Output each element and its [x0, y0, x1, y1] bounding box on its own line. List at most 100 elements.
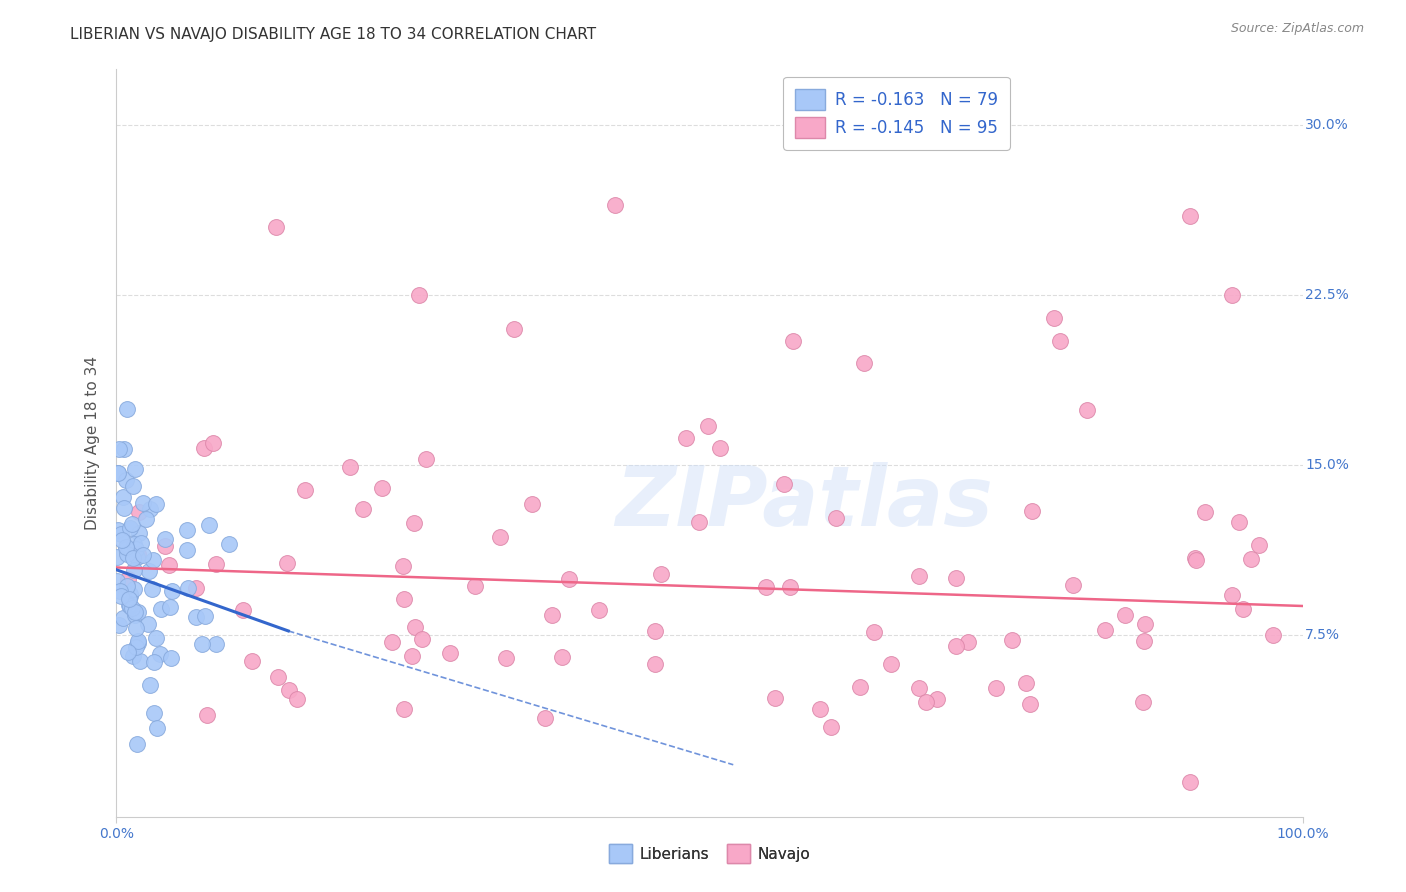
- Point: [541, 608, 564, 623]
- Point: [135, 512, 157, 526]
- Point: [128, 526, 150, 541]
- Point: [1001, 632, 1024, 647]
- Point: [122, 536, 145, 550]
- Point: [956, 635, 979, 649]
- Text: 15.0%: 15.0%: [1305, 458, 1348, 473]
- Point: [404, 620, 426, 634]
- Point: [204, 637, 226, 651]
- Point: [232, 603, 254, 617]
- Point: [925, 691, 948, 706]
- Point: [117, 547, 139, 561]
- Point: [550, 650, 572, 665]
- Point: [240, 654, 263, 668]
- Point: [176, 581, 198, 595]
- Point: [125, 621, 148, 635]
- Point: [945, 639, 967, 653]
- Point: [139, 678, 162, 692]
- Point: [1114, 608, 1136, 623]
- Point: [1220, 288, 1243, 302]
- Point: [127, 547, 149, 561]
- Point: [1049, 334, 1071, 348]
- Point: [880, 657, 903, 671]
- Point: [401, 649, 423, 664]
- Point: [197, 518, 219, 533]
- Point: [125, 549, 148, 564]
- Point: [107, 466, 129, 480]
- Point: [849, 681, 872, 695]
- Point: [194, 608, 217, 623]
- Point: [276, 557, 298, 571]
- Point: [945, 571, 967, 585]
- Point: [339, 459, 361, 474]
- Point: [125, 541, 148, 556]
- Point: [193, 441, 215, 455]
- Point: [986, 681, 1008, 695]
- Point: [141, 582, 163, 596]
- Point: [128, 655, 150, 669]
- Point: [118, 598, 141, 612]
- Point: [1015, 675, 1038, 690]
- Point: [294, 483, 316, 497]
- Point: [1135, 617, 1157, 632]
- Point: [112, 610, 135, 624]
- Point: [160, 583, 183, 598]
- Point: [115, 473, 138, 487]
- Text: 22.5%: 22.5%: [1305, 288, 1348, 302]
- Point: [1021, 504, 1043, 518]
- Point: [125, 737, 148, 751]
- Point: [1220, 588, 1243, 602]
- Point: [131, 536, 153, 550]
- Text: LIBERIAN VS NAVAJO DISABILITY AGE 18 TO 34 CORRELATION CHART: LIBERIAN VS NAVAJO DISABILITY AGE 18 TO …: [70, 27, 596, 42]
- Text: ZIPatlas: ZIPatlas: [616, 462, 994, 543]
- Point: [1094, 623, 1116, 637]
- Point: [370, 481, 392, 495]
- Point: [112, 442, 135, 457]
- Point: [108, 442, 131, 456]
- Point: [107, 523, 129, 537]
- Point: [277, 683, 299, 698]
- Point: [127, 633, 149, 648]
- Point: [117, 572, 139, 586]
- Point: [112, 491, 135, 505]
- Point: [205, 558, 228, 572]
- Point: [107, 574, 129, 589]
- Point: [145, 631, 167, 645]
- Point: [1247, 538, 1270, 552]
- Point: [675, 431, 697, 445]
- Point: [588, 603, 610, 617]
- Point: [110, 583, 132, 598]
- Point: [773, 476, 796, 491]
- Point: [394, 591, 416, 606]
- Point: [709, 442, 731, 456]
- Y-axis label: Disability Age 18 to 34: Disability Age 18 to 34: [86, 356, 100, 530]
- Point: [160, 650, 183, 665]
- Point: [139, 501, 162, 516]
- Point: [128, 505, 150, 519]
- Point: [688, 516, 710, 530]
- Point: [127, 605, 149, 619]
- Point: [132, 548, 155, 562]
- Point: [381, 635, 404, 649]
- Point: [146, 721, 169, 735]
- Point: [915, 695, 938, 709]
- Point: [112, 500, 135, 515]
- Point: [115, 579, 138, 593]
- Point: [136, 617, 159, 632]
- Point: [1227, 516, 1250, 530]
- Point: [825, 510, 848, 524]
- Point: [522, 497, 544, 511]
- Point: [184, 609, 207, 624]
- Point: [502, 322, 524, 336]
- Point: [159, 600, 181, 615]
- Point: [124, 608, 146, 623]
- Point: [411, 632, 433, 647]
- Text: 7.5%: 7.5%: [1305, 629, 1340, 642]
- Point: [111, 533, 134, 547]
- Point: [115, 401, 138, 416]
- Point: [195, 707, 218, 722]
- Point: [558, 572, 581, 586]
- Point: [124, 640, 146, 655]
- Point: [157, 558, 180, 573]
- Point: [150, 602, 173, 616]
- Point: [117, 645, 139, 659]
